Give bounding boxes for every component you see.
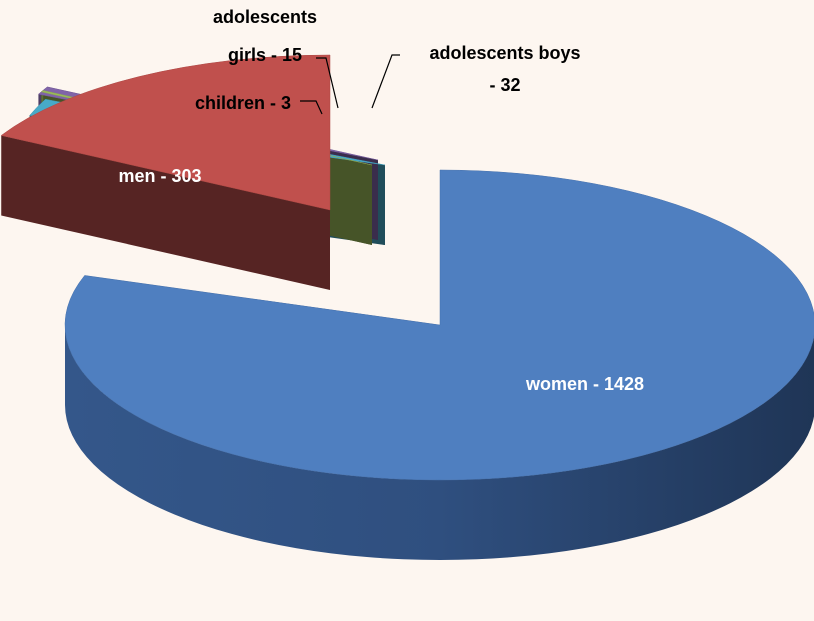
data-label-adolescents-boys-line2: - 32: [489, 75, 520, 95]
data-label-adolescents-girls: adolescents: [213, 7, 317, 27]
leader-line-adolescents-girls: [316, 57, 339, 109]
leader-line-children: [300, 100, 323, 115]
pie-slice-cut-men-0: [1, 135, 330, 290]
data-label-adolescents-boys: adolescents boys: [429, 43, 580, 63]
pie-slice-side-women-0: [65, 325, 814, 560]
pie-slice-men: [0, 54, 331, 211]
pie-slice-women: [64, 169, 814, 481]
data-label-men: men - 303: [118, 166, 201, 186]
data-label-women: women - 1428: [525, 374, 644, 394]
data-label-children: children - 3: [195, 93, 291, 113]
data-label-adolescents-girls-line2: girls - 15: [228, 45, 302, 65]
leader-line-adolescents-boys: [371, 54, 400, 109]
